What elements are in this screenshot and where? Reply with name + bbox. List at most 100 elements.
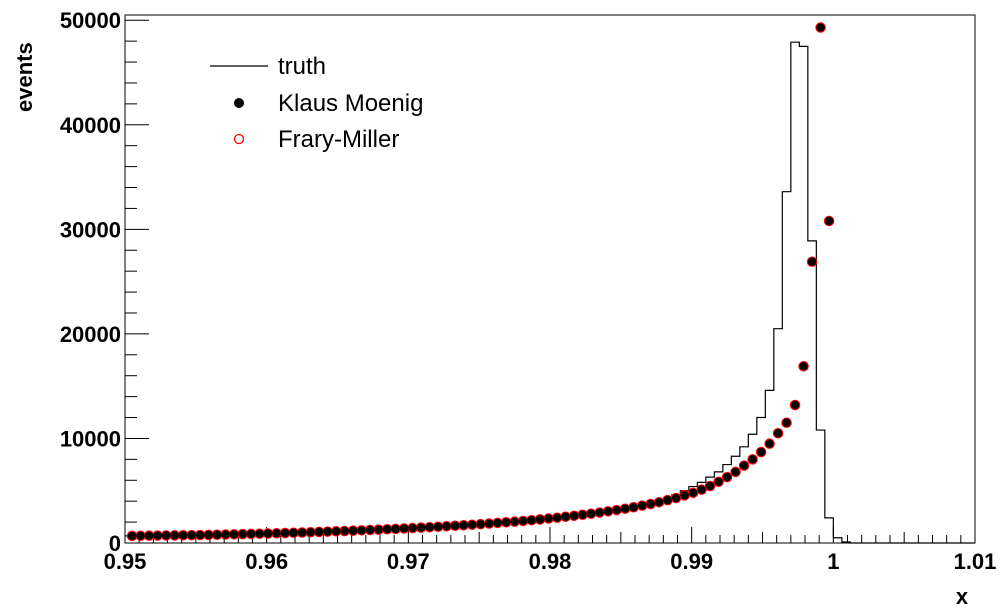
klaus-moenig-point — [263, 529, 273, 538]
klaus-moenig-point — [365, 525, 375, 535]
y-tick-label: 30000 — [60, 217, 121, 242]
axis-ticks — [124, 19, 976, 544]
klaus-moenig-point — [722, 472, 732, 482]
klaus-moenig-point — [663, 495, 672, 505]
klaus-moenig-point — [408, 523, 417, 533]
klaus-moenig-point — [204, 530, 213, 540]
klaus-moenig-point — [348, 526, 358, 535]
klaus-moenig-point — [799, 362, 808, 371]
klaus-moenig-point — [170, 531, 179, 540]
klaus-moenig-point — [195, 530, 205, 540]
y-tick-label: 20000 — [60, 322, 121, 347]
klaus-moenig-point — [306, 528, 315, 537]
frary-miller-point — [772, 427, 784, 439]
klaus-moenig-point — [501, 518, 511, 527]
klaus-moenig-point — [161, 531, 171, 540]
klaus-moenig-point — [229, 530, 239, 539]
klaus-moenig-point — [637, 501, 647, 510]
legend-klaus-label: Klaus Moenig — [278, 90, 423, 117]
klaus-moenig-point — [467, 520, 477, 529]
klaus-moenig-point — [595, 508, 604, 517]
klaus-moenig-point — [221, 530, 230, 539]
klaus-moenig-point — [178, 531, 188, 540]
klaus-moenig-point — [612, 505, 621, 515]
klaus-moenig-point — [671, 493, 681, 503]
klaus-moenig-point — [416, 523, 426, 532]
klaus-moenig-point — [765, 439, 774, 448]
klaus-moenig-point — [382, 525, 392, 534]
klaus-moenig-point — [620, 504, 630, 513]
klaus-moenig-point — [153, 531, 162, 540]
klaus-moenig-point — [544, 514, 553, 523]
frary-miller-point — [798, 361, 809, 372]
klaus-moenig-point — [773, 429, 783, 438]
klaus-moenig-point — [459, 521, 468, 530]
klaus-moenig-point — [714, 477, 723, 487]
klaus-moenig-point — [255, 529, 264, 538]
klaus-moenig-point — [790, 400, 800, 410]
frary-miller-point — [704, 480, 716, 492]
y-tick-label: 40000 — [60, 113, 121, 138]
legend-truth-label: truth — [278, 53, 326, 80]
x-tick-label: 1 — [827, 549, 839, 574]
klaus-moenig-point — [331, 527, 341, 536]
klaus-moenig-point — [824, 216, 834, 226]
klaus-moenig-point — [552, 513, 562, 522]
klaus-moenig-point — [425, 523, 434, 532]
plot-frame — [124, 14, 976, 544]
klaus-moenig-point — [442, 522, 451, 531]
klaus-moenig-point — [680, 491, 689, 500]
y-tick-label: 0 — [109, 531, 121, 556]
klaus-moenig-point — [144, 531, 154, 540]
x-tick-label: 0.95 — [104, 549, 147, 574]
x-tick-label: 0.99 — [670, 549, 713, 574]
y-tick-labels: 0 10000 20000 30000 40000 50000 — [60, 8, 121, 556]
klaus-moenig-point — [493, 518, 502, 528]
klaus-moenig-point — [586, 509, 596, 518]
frary-miller-point — [764, 438, 775, 449]
klaus-moenig-point — [280, 528, 290, 538]
frary-miller-point — [806, 256, 818, 267]
klaus-moenig-point — [340, 526, 349, 536]
klaus-moenig-point — [739, 461, 749, 470]
frary-miller-point — [730, 466, 741, 478]
klaus-moenig-point — [569, 511, 579, 521]
klaus-moenig-point — [314, 527, 324, 537]
frary-miller-point — [781, 417, 792, 429]
klaus-moenig-point — [654, 498, 664, 507]
klaus-moenig-point — [357, 526, 366, 535]
klaus-moenig-point — [246, 529, 256, 539]
x-axis-title: x — [956, 584, 969, 608]
klaus-moenig-point — [476, 519, 485, 529]
klaus-moenig-point — [136, 531, 145, 540]
klaus-moenig-point — [688, 488, 698, 498]
klaus-moenig-point — [323, 527, 332, 536]
frary-miller-point — [755, 446, 767, 458]
klaus-moenig-point — [527, 516, 536, 525]
klaus-moenig-point — [705, 481, 715, 491]
frary-miller-points — [126, 22, 835, 542]
truth-histogram-line — [125, 41, 975, 544]
frary-miller-point — [823, 215, 835, 227]
klaus-moenig-point — [748, 455, 757, 464]
legend: truth Klaus Moenig Frary-Miller — [210, 53, 423, 153]
frary-miller-point — [738, 460, 750, 471]
klaus-moenig-point — [535, 515, 545, 524]
klaus-moenig-point — [238, 529, 247, 539]
klaus-moenig-point — [187, 530, 196, 540]
klaus-moenig-point — [561, 512, 570, 521]
legend-frary-marker-icon — [233, 133, 245, 145]
klaus-moenig-point — [272, 529, 281, 538]
klaus-moenig-point — [629, 503, 638, 512]
x-tick-label: 0.96 — [245, 549, 288, 574]
klaus-moenig-point — [807, 257, 817, 266]
klaus-moenig-point — [391, 524, 400, 534]
legend-frary-label: Frary-Miller — [278, 126, 399, 153]
y-tick-label: 10000 — [60, 426, 121, 451]
y-tick-label: 50000 — [60, 8, 121, 33]
klaus-moenig-point — [518, 516, 528, 526]
x-tick-label: 0.98 — [529, 549, 572, 574]
x-tick-label: 1.01 — [954, 549, 997, 574]
klaus-moenig-point — [646, 499, 655, 509]
